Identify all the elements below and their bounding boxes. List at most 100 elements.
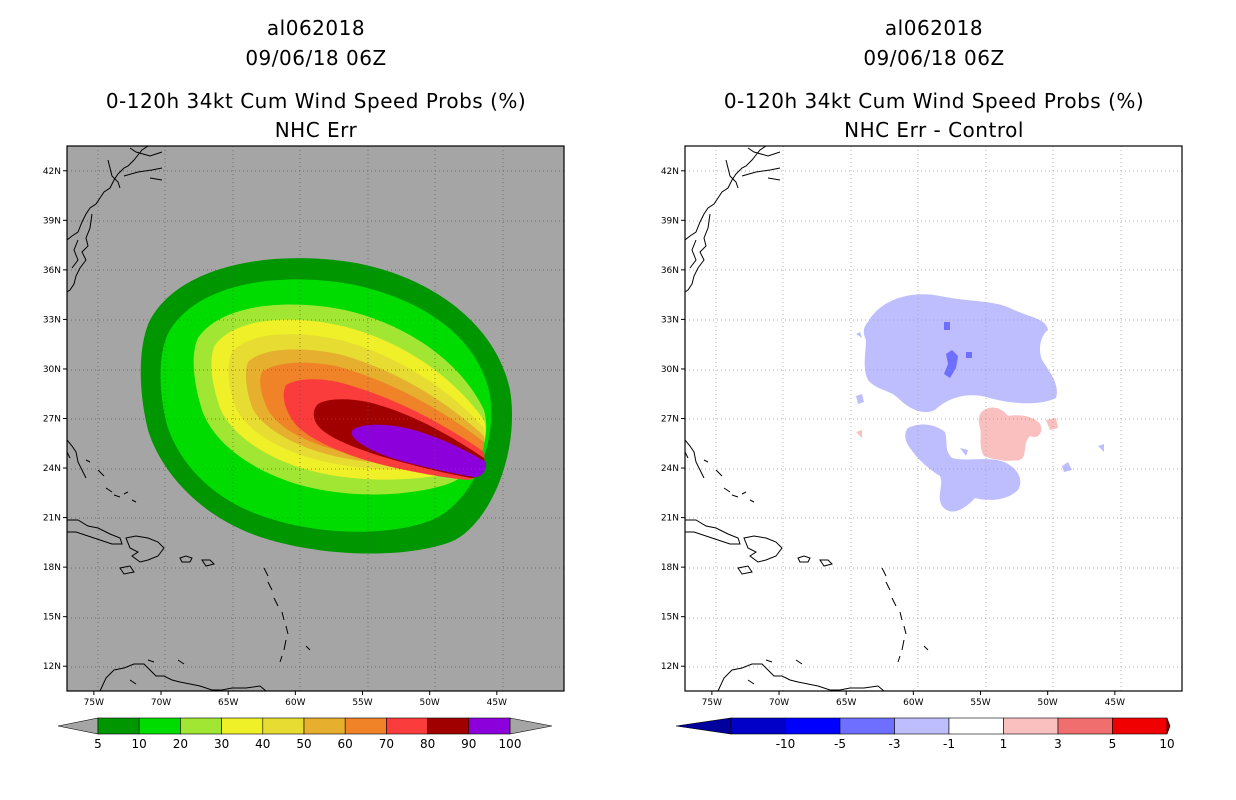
colorbar-swatch	[262, 717, 305, 735]
colorbar-level-label: 10	[1159, 737, 1174, 751]
bahamas	[85, 459, 137, 503]
colorbar-swatch	[468, 717, 511, 735]
right-axis-ticks: 75W 70W 65W 60W 55W 50W 45W 42N 39N 36N 33N 30N 27N 2…	[661, 167, 1125, 708]
colorbar-level-label: 50	[296, 737, 311, 751]
colorbar-level-label: -1	[943, 737, 955, 751]
puerto-rico	[797, 555, 833, 567]
jamaica	[737, 565, 753, 575]
left-axis-ticks: 75W 70W 65W 60W 55W 50W 45W 42N 39N 36N 33N 30N 27N 2…	[43, 167, 507, 708]
colorbar-level-label: 70	[379, 737, 394, 751]
colorbar-swatch	[221, 717, 264, 735]
colorbar-swatch	[180, 717, 222, 735]
colorbar-swatch	[730, 717, 786, 735]
y-tick-label: 24N	[661, 464, 679, 474]
y-tick-label: 24N	[43, 464, 61, 474]
colorbar-left-triangle	[675, 717, 732, 735]
colorbar-swatch	[1057, 717, 1113, 735]
x-tick-label: 65W	[218, 698, 238, 708]
south-america	[717, 659, 885, 691]
y-tick-label: 27N	[661, 415, 679, 425]
colorbar-swatch	[303, 717, 346, 735]
colorbar-level-label: 90	[461, 737, 476, 751]
y-tick-label: 15N	[43, 613, 61, 623]
x-tick-label: 65W	[836, 698, 856, 708]
right-difference-contours	[685, 146, 1182, 691]
y-tick-label: 39N	[43, 216, 61, 226]
colorbar-right-triangle	[1166, 717, 1171, 735]
colorbar-level-label: 30	[214, 737, 229, 751]
colorbar-level-label: -10	[776, 737, 796, 751]
x-tick-label: 45W	[1105, 698, 1125, 708]
right-subtitle: NHC Err - Control	[844, 118, 1024, 142]
right-date: 09/06/18 06Z	[863, 46, 1005, 70]
x-tick-label: 60W	[285, 698, 305, 708]
colorbar-swatch	[386, 717, 428, 735]
diff-region-minus3	[944, 322, 972, 378]
y-tick-label: 27N	[43, 415, 61, 425]
y-tick-label: 36N	[43, 266, 61, 276]
colorbar-level-label: 10	[132, 737, 147, 751]
x-tick-label: 55W	[970, 698, 990, 708]
y-tick-label: 18N	[661, 563, 679, 573]
puerto-rico	[179, 555, 215, 567]
right-title: 0-120h 34kt Cum Wind Speed Probs (%)	[723, 89, 1145, 113]
right-gridlines	[685, 146, 1182, 691]
y-tick-label: 21N	[43, 514, 61, 524]
colorbar-level-label: 100	[499, 737, 522, 751]
x-tick-label: 75W	[702, 698, 722, 708]
y-tick-label: 33N	[43, 315, 61, 325]
left-gridlines	[67, 146, 564, 691]
y-tick-label: 42N	[661, 167, 679, 177]
colorbar-level-label: 5	[1109, 737, 1117, 751]
cuba	[685, 519, 741, 545]
y-tick-label: 33N	[661, 315, 679, 325]
y-tick-label: 21N	[661, 514, 679, 524]
right-coastlines	[685, 146, 929, 691]
y-tick-label: 18N	[43, 563, 61, 573]
left-storm-id: al062018	[266, 16, 366, 40]
colorbar-swatch	[97, 717, 140, 735]
colorbar-swatch	[1003, 717, 1059, 735]
us-east-coast	[67, 146, 163, 293]
colorbar-swatch	[1112, 717, 1168, 735]
colorbar-left-triangle	[57, 717, 99, 735]
right-storm-id: al062018	[884, 16, 984, 40]
y-tick-label: 39N	[661, 216, 679, 226]
y-tick-label: 36N	[661, 266, 679, 276]
colorbar-level-label: 60	[338, 737, 353, 751]
lesser-antilles	[263, 567, 311, 663]
left-date: 09/06/18 06Z	[245, 46, 387, 70]
colorbar-swatch	[344, 717, 387, 735]
cuba	[67, 519, 123, 545]
colorbar-swatch	[948, 717, 1004, 735]
x-tick-label: 70W	[769, 698, 789, 708]
x-tick-label: 60W	[903, 698, 923, 708]
left-coastlines	[67, 146, 311, 691]
colorbar-level-label: -5	[834, 737, 846, 751]
left-title: 0-120h 34kt Cum Wind Speed Probs (%)	[105, 89, 527, 113]
left-colorbar: 5 10 20 30 40 50 60 70 80 90 100	[57, 717, 553, 751]
left-subtitle: NHC Err	[274, 118, 358, 142]
y-tick-label: 30N	[43, 365, 61, 375]
colorbar-level-label: -3	[889, 737, 901, 751]
colorbar-swatch	[785, 717, 841, 735]
colorbar-level-label: 3	[1054, 737, 1062, 751]
colorbar-swatch	[427, 717, 470, 735]
south-america	[99, 659, 267, 691]
lesser-antilles	[881, 567, 929, 663]
left-probability-contours	[67, 146, 564, 691]
colorbar-level-label: 80	[420, 737, 435, 751]
x-tick-label: 50W	[419, 698, 439, 708]
left-map-panel: 75W 70W 65W 60W 55W 50W 45W 42N 39N 36N 33N 30N 27N 2…	[43, 145, 565, 751]
hispaniola	[743, 535, 783, 563]
colorbar-level-label: 40	[255, 737, 270, 751]
right-map-panel: 75W 70W 65W 60W 55W 50W 45W 42N 39N 36N 33N 30N 27N 2…	[661, 145, 1183, 751]
right-colorbar: -10 -5 -3 -1 1 3 5 10	[675, 717, 1175, 751]
colorbar-swatch	[839, 717, 895, 735]
y-tick-label: 12N	[661, 662, 679, 672]
x-tick-label: 45W	[487, 698, 507, 708]
x-tick-label: 55W	[352, 698, 372, 708]
us-east-coast	[685, 146, 781, 293]
x-tick-label: 50W	[1037, 698, 1057, 708]
y-tick-label: 15N	[661, 613, 679, 623]
